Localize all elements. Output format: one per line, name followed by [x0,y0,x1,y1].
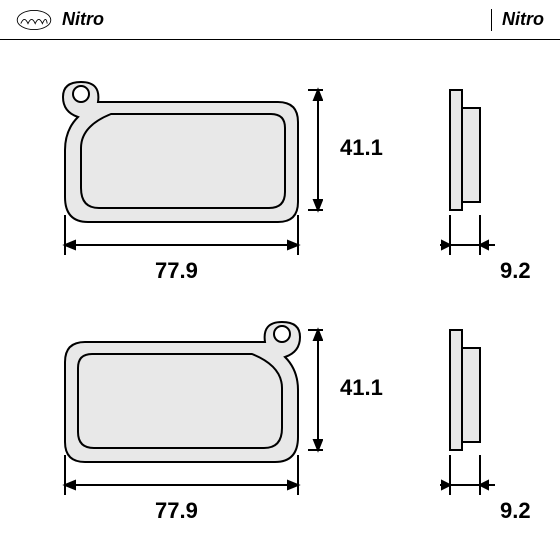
dim-thickness-top: 9.2 [500,258,531,284]
header-left: Nitro [16,9,104,31]
diagram-content: 41.1 77.9 9.2 [0,40,560,560]
brake-pad-bottom-icon [53,320,323,520]
brake-pad-top-icon [53,80,323,280]
brand-logo-icon [16,9,52,31]
brand-name-left: Nitro [62,9,104,30]
brand-name-right: Nitro [502,9,544,30]
dim-width-bottom: 77.9 [155,498,198,524]
brake-pad-top-side-icon [440,80,540,280]
dim-height-bottom: 41.1 [340,375,383,401]
header-divider [491,9,492,31]
brake-pad-bottom-side-icon [440,320,540,520]
dim-width-top: 77.9 [155,258,198,284]
header-right: Nitro [491,9,544,31]
dim-thickness-bottom: 9.2 [500,498,531,524]
dim-height-top: 41.1 [340,135,383,161]
header: Nitro Nitro [0,0,560,40]
